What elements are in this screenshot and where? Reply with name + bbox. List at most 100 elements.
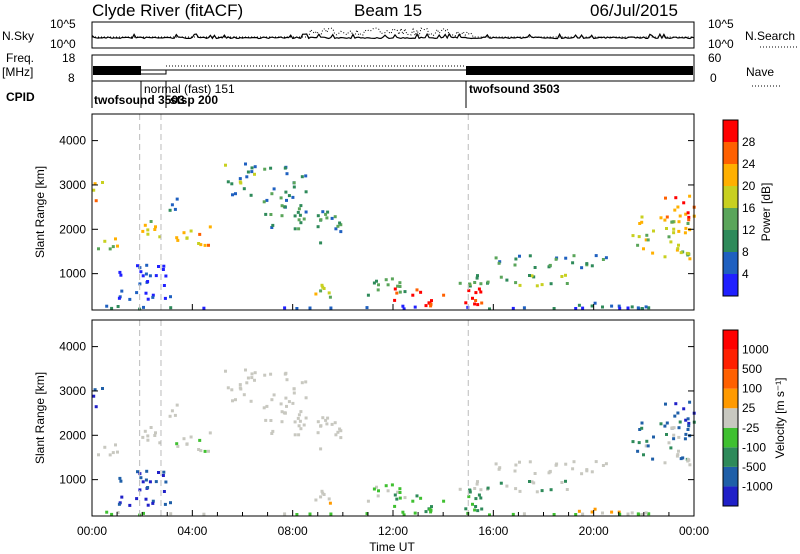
velocity-echo-cell	[170, 409, 174, 413]
velocity-echo-cell	[292, 387, 296, 391]
power-echo-cell	[270, 192, 274, 196]
velocity-echo-cell	[393, 493, 397, 497]
velocity-echo-cell	[182, 437, 186, 441]
power-echo-cell	[424, 304, 428, 308]
velocity-echo-cell	[300, 381, 304, 385]
velocity-echo-cell	[686, 428, 690, 431]
velocity-colorbar-tick: 1000	[742, 343, 769, 357]
velocity-echo-cell	[684, 418, 688, 422]
power-echo-cell	[393, 287, 397, 291]
power-echo-cell	[144, 291, 148, 295]
velocity-echo-cell	[128, 503, 132, 507]
power-echo-cell	[135, 291, 139, 295]
power-echo-cell	[610, 304, 614, 308]
power-echo-cell	[672, 231, 676, 235]
velocity-echo-cell	[663, 461, 667, 465]
velocity-echo-cell	[330, 422, 334, 426]
xtick-label: 16:00	[478, 524, 508, 538]
velocity-echo-cell	[475, 482, 479, 486]
power-echo-cell	[92, 188, 96, 192]
power-echo-cell	[283, 205, 287, 209]
power-echo-cell	[285, 172, 289, 176]
power-echo-cell	[293, 214, 297, 218]
velocity-echo-cell	[141, 480, 145, 484]
velocity-echo-cell	[319, 495, 323, 499]
power-echo-cell	[299, 221, 303, 225]
velocity-echo-cell	[139, 476, 143, 480]
power-echo-cell	[230, 182, 234, 186]
power-echo-cell	[674, 196, 678, 200]
power-echo-cell	[264, 212, 268, 216]
velocity-echo-cell	[646, 444, 650, 448]
power-echo-cell	[677, 243, 680, 247]
power-echo-cell	[293, 227, 297, 231]
power-echo-cell	[486, 280, 490, 284]
power-echo-cell	[518, 283, 522, 287]
colorbar-segment	[723, 466, 738, 487]
velocity-echo-cell	[136, 470, 139, 474]
power-echo-cell	[148, 274, 152, 278]
velocity-echo-cell	[638, 428, 642, 431]
nsearch-tick-bottom: 10^0	[708, 37, 734, 51]
velocity-echo-cell	[393, 504, 397, 508]
colorbar-segment	[723, 208, 738, 230]
power-echo-cell	[145, 263, 149, 267]
power-echo-cell	[590, 264, 594, 268]
velocity-echo-cell	[518, 489, 522, 493]
velocity-echo-cell	[679, 457, 683, 461]
colorbar-segment	[723, 486, 738, 506]
velocity-echo-cell	[231, 399, 234, 403]
power-echo-cell	[683, 231, 687, 235]
xtick-label: 04:00	[177, 524, 207, 538]
power-echo-cell	[498, 260, 502, 264]
power-echo-cell	[479, 282, 483, 286]
velocity-echo-cell	[688, 463, 692, 467]
velocity-echo-cell	[468, 490, 472, 494]
power-echo-cell	[663, 218, 667, 222]
colorbar-segment	[723, 186, 738, 208]
power-echo-cell	[161, 268, 165, 271]
power-echo-cell	[671, 220, 675, 224]
velocity-echo-cell	[471, 502, 474, 506]
velocity-cells	[92, 368, 696, 517]
velocity-echo-cell	[604, 462, 608, 466]
power-echo-cell	[513, 263, 517, 267]
power-echo-cell	[673, 208, 677, 212]
power-echo-cell	[330, 216, 334, 220]
power-echo-cell	[242, 187, 246, 191]
power-echo-cell	[189, 229, 193, 233]
velocity-echo-cell	[574, 513, 578, 516]
power-echo-cell	[475, 276, 479, 280]
power-echo-cell	[669, 240, 673, 244]
freq-trace-mid	[141, 69, 167, 75]
power-echo-cell	[626, 306, 630, 310]
power-echo-cell	[149, 220, 153, 223]
power-frame	[91, 113, 695, 311]
velocity-echo-cell	[154, 431, 157, 435]
velocity-echo-cell	[398, 491, 402, 494]
power-echo-cell	[304, 190, 308, 194]
power-echo-cell	[164, 274, 168, 278]
power-echo-cell	[672, 227, 676, 231]
nave-tick-bottom: 0	[710, 71, 717, 85]
velocity-echo-cell	[511, 512, 515, 516]
velocity-echo-cell	[673, 414, 677, 418]
colorbar-segment	[723, 230, 738, 252]
velocity-echo-cell	[677, 449, 680, 453]
velocity-echo-cell	[577, 509, 581, 513]
freq-label-line1: Freq.	[6, 51, 34, 65]
velocity-echo-cell	[676, 453, 680, 457]
ytick-label: 4000	[59, 134, 86, 148]
power-echo-cell	[316, 225, 320, 229]
velocity-echo-cell	[571, 467, 575, 471]
velocity-echo-cell	[263, 373, 267, 377]
velocity-echo-cell	[296, 416, 300, 420]
cpid-entry-2: stsp 200	[170, 93, 218, 107]
velocity-echo-cell	[208, 431, 212, 435]
velocity-echo-cell	[684, 432, 688, 436]
velocity-echo-cell	[398, 496, 402, 500]
station-title: Clyde River (fitACF)	[92, 1, 243, 20]
velocity-echo-cell	[671, 426, 675, 430]
velocity-echo-cell	[647, 512, 651, 516]
velocity-echo-cell	[325, 422, 329, 426]
